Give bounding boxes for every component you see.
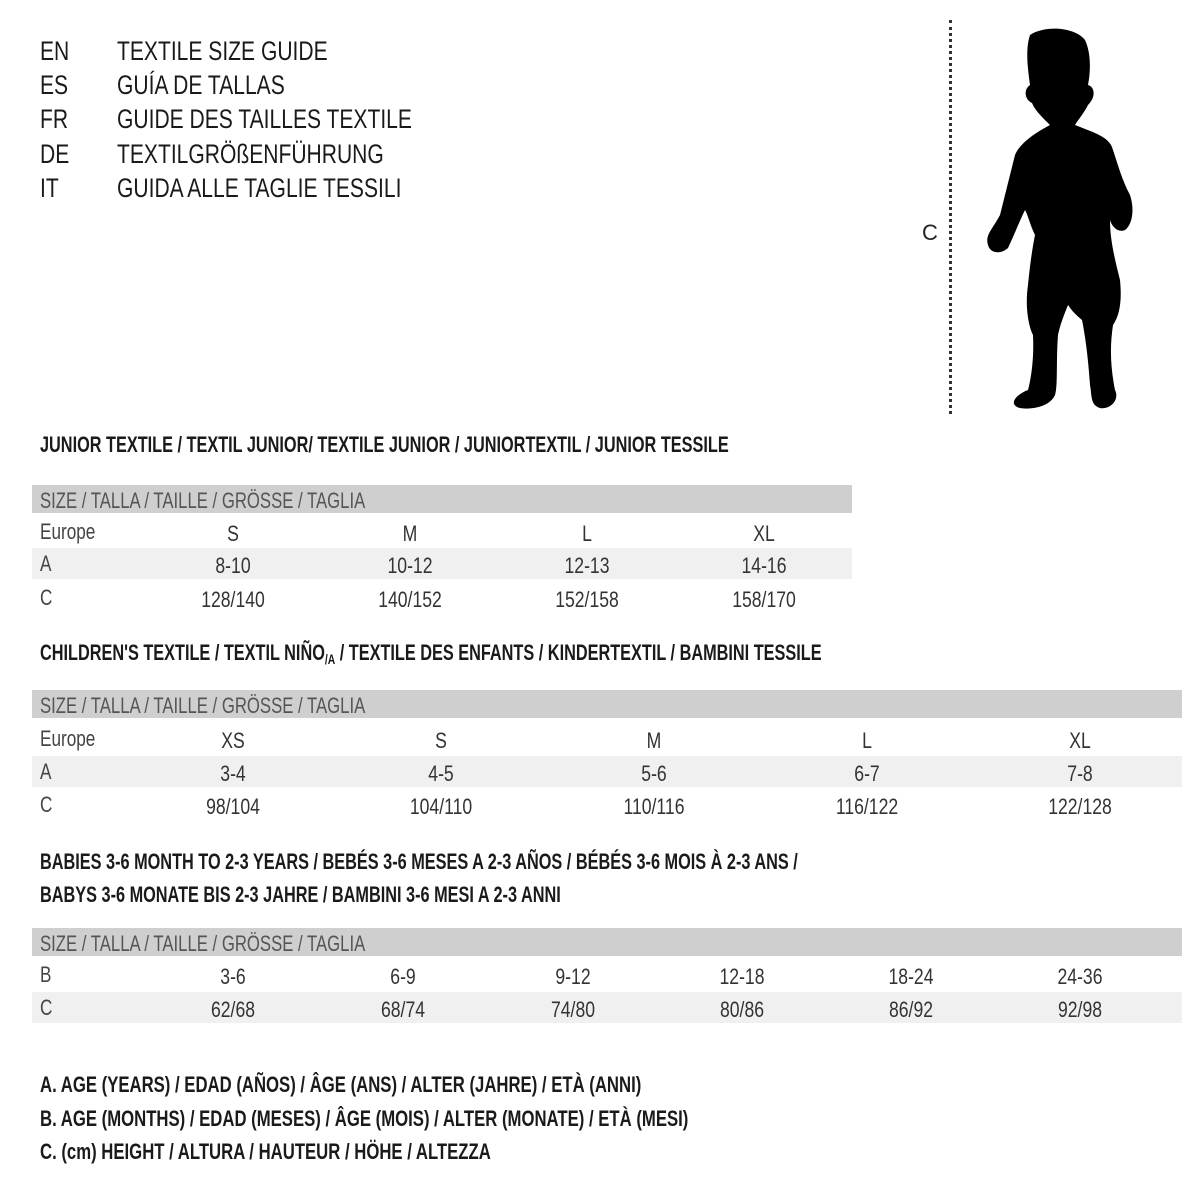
table-cell: 3-4: [220, 761, 246, 786]
table-cell: 122/128: [1048, 794, 1112, 819]
table-cell: 110/116: [623, 794, 685, 819]
table-title: CHILDREN'S TEXTILE / TEXTIL NIÑO/A / TEX…: [40, 640, 822, 667]
row-label: C: [40, 585, 53, 610]
row-label: C: [40, 792, 53, 817]
language-code: IT: [40, 173, 59, 203]
legend-line: C. (cm) HEIGHT / ALTURA / HAUTEUR / HÖHE…: [40, 1139, 491, 1164]
title-part: CHILDREN'S TEXTILE / TEXTIL NIÑO: [40, 640, 325, 665]
table-cell: 18-24: [888, 964, 934, 989]
legend-line: B. AGE (MONTHS) / EDAD (MESES) / ÂGE (MO…: [40, 1106, 689, 1131]
height-dotted-line: [949, 20, 952, 414]
table-cell: L: [582, 521, 592, 546]
row-stripe: [32, 756, 1182, 787]
table-cell: 152/158: [555, 587, 619, 612]
table-cell: XL: [1069, 728, 1091, 753]
table-cell: 74/80: [550, 997, 596, 1022]
table-cell: 104/110: [409, 794, 473, 819]
row-label: A: [40, 759, 52, 784]
height-label: C: [922, 220, 938, 245]
table-cell: 128/140: [201, 587, 265, 612]
table-cell: 12-13: [564, 553, 610, 578]
table-cell: 62/68: [210, 997, 256, 1022]
table-cell: 3-6: [220, 964, 246, 989]
size-header-bar: SIZE / TALLA / TAILLE / GRÖSSE / TAGLIA: [32, 485, 852, 513]
table-cell: XL: [753, 521, 775, 546]
row-label: A: [40, 551, 52, 576]
size-header-label: SIZE / TALLA / TAILLE / GRÖSSE / TAGLIA: [40, 931, 366, 956]
guide-title: TEXTILGRÖßENFÜHRUNG: [117, 139, 384, 169]
row-label: Europe: [40, 726, 96, 751]
table-cell: 98/104: [206, 794, 260, 819]
table-cell: 10-12: [387, 553, 433, 578]
table-cell: 14-16: [741, 553, 787, 578]
table-cell: XS: [221, 728, 245, 753]
table-cell: S: [435, 728, 447, 753]
table-cell: 86/92: [888, 997, 934, 1022]
table-cell: 12-18: [719, 964, 765, 989]
legend-line: A. AGE (YEARS) / EDAD (AÑOS) / ÂGE (ANS)…: [40, 1072, 642, 1097]
table-title: BABIES 3-6 MONTH TO 2-3 YEARS / BEBÉS 3-…: [40, 849, 798, 874]
language-code: FR: [40, 104, 69, 134]
table-cell: 116/122: [835, 794, 899, 819]
row-label: C: [40, 995, 53, 1020]
table-cell: 6-7: [854, 761, 880, 786]
table-cell: 68/74: [380, 997, 426, 1022]
child-silhouette-icon: [987, 28, 1133, 409]
table-cell: 6-9: [390, 964, 416, 989]
size-header-label: SIZE / TALLA / TAILLE / GRÖSSE / TAGLIA: [40, 488, 366, 513]
table-cell: 80/86: [719, 997, 765, 1022]
table-cell: 140/152: [378, 587, 442, 612]
table-cell: 8-10: [215, 553, 251, 578]
table-cell: 7-8: [1067, 761, 1093, 786]
table-cell: 92/98: [1057, 997, 1103, 1022]
table-title: BABYS 3-6 MONATE BIS 2-3 JAHRE / BAMBINI…: [40, 882, 561, 907]
table-cell: L: [862, 728, 872, 753]
table-cell: 158/170: [732, 587, 796, 612]
row-stripe: [32, 548, 852, 579]
table-cell: S: [227, 521, 239, 546]
language-code: ES: [40, 70, 69, 100]
table-title: JUNIOR TEXTILE / TEXTIL JUNIOR/ TEXTILE …: [40, 432, 729, 457]
language-code: EN: [40, 36, 70, 66]
table-cell: M: [402, 521, 418, 546]
table-cell: 5-6: [641, 761, 667, 786]
title-part: /A: [324, 651, 336, 667]
guide-title: GUÍA DE TALLAS: [117, 70, 285, 100]
table-cell: 24-36: [1057, 964, 1103, 989]
row-label: B: [40, 962, 52, 987]
size-header-bar: SIZE / TALLA / TAILLE / GRÖSSE / TAGLIA: [32, 928, 1182, 956]
language-code: DE: [40, 139, 70, 169]
table-cell: M: [646, 728, 662, 753]
table-cell: 4-5: [428, 761, 454, 786]
guide-title: GUIDE DES TAILLES TEXTILE: [117, 104, 412, 134]
guide-title: GUIDA ALLE TAGLIE TESSILI: [117, 173, 402, 203]
size-header-bar: SIZE / TALLA / TAILLE / GRÖSSE / TAGLIA: [32, 690, 1182, 718]
title-part: / TEXTILE DES ENFANTS / KINDERTEXTIL / B…: [335, 640, 822, 665]
size-header-label: SIZE / TALLA / TAILLE / GRÖSSE / TAGLIA: [40, 693, 366, 718]
row-label: Europe: [40, 519, 96, 544]
guide-title: TEXTILE SIZE GUIDE: [117, 36, 328, 66]
row-stripe: [32, 992, 1182, 1023]
table-cell: 9-12: [555, 964, 591, 989]
